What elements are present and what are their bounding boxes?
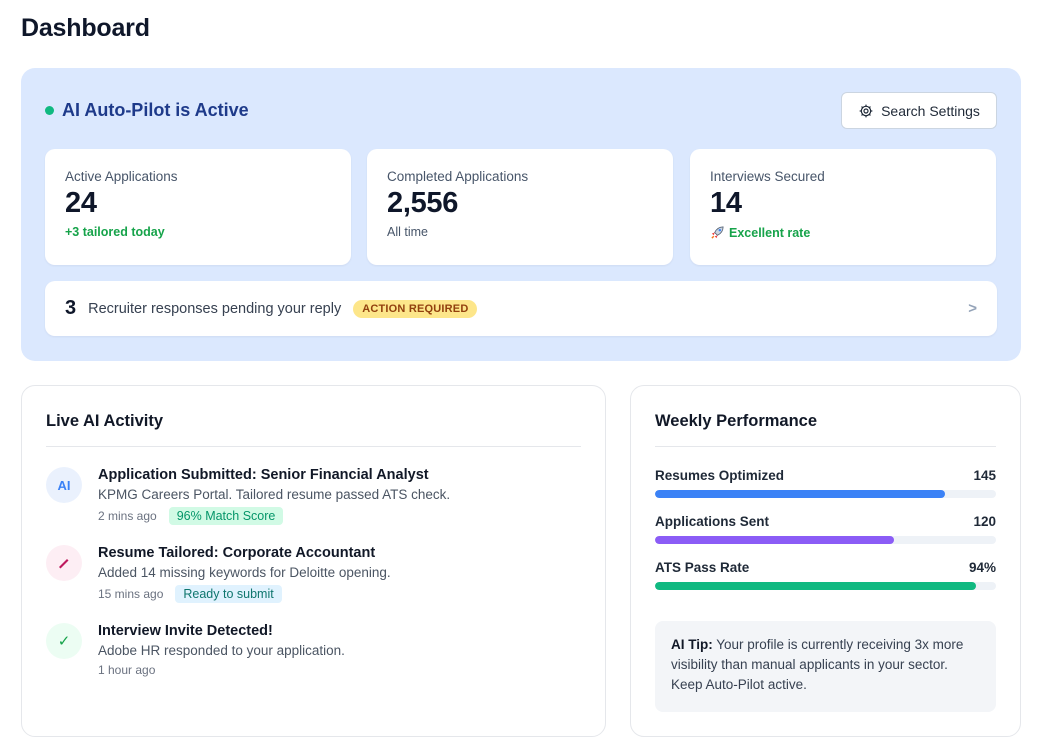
autopilot-status: AI Auto-Pilot is Active — [45, 100, 249, 121]
metric-label: ATS Pass Rate — [655, 560, 750, 575]
progress-track — [655, 582, 996, 590]
progress-track — [655, 490, 996, 498]
match-score-badge: 96% Match Score — [168, 507, 284, 525]
stat-card-completed-applications: Completed Applications 2,556 All time — [367, 149, 673, 265]
metric-label: Resumes Optimized — [655, 468, 785, 483]
ai-icon: AI — [46, 467, 82, 503]
ready-badge: Ready to submit — [175, 585, 282, 603]
activity-time: 2 mins ago — [98, 509, 157, 523]
metric-value: 120 — [973, 514, 996, 529]
activity-title: Application Submitted: Senior Financial … — [98, 467, 429, 483]
stat-value: 2,556 — [387, 187, 459, 219]
stat-label: Completed Applications — [387, 169, 529, 184]
activity-title: Resume Tailored: Corporate Accountant — [98, 545, 376, 561]
stat-card-interviews-secured: Interviews Secured 14 Excellent rate — [690, 149, 996, 265]
divider — [655, 446, 996, 447]
pending-count: 3 — [65, 297, 77, 319]
ai-tip-box: AI Tip: Your profile is currently receiv… — [655, 621, 996, 712]
search-settings-label: Search Settings — [881, 102, 980, 119]
search-settings-button[interactable]: Search Settings — [841, 92, 997, 129]
metric-value: 94% — [968, 560, 996, 575]
metric-label: Applications Sent — [655, 514, 770, 529]
activity-desc: Added 14 missing keywords for Deloitte o… — [98, 565, 391, 580]
activity-title: Interview Invite Detected! — [98, 623, 273, 639]
action-required-badge: ACTION REQUIRED — [353, 299, 478, 318]
stat-sub: All time — [387, 225, 428, 239]
page-title: Dashboard — [21, 14, 150, 42]
pending-responses-banner[interactable]: 3 Recruiter responses pending your reply… — [45, 281, 997, 336]
stat-sub: Excellent rate — [710, 225, 976, 240]
card-title: Live AI Activity — [46, 412, 164, 430]
progress-fill — [655, 582, 976, 590]
activity-desc: KPMG Careers Portal. Tailored resume pas… — [98, 487, 451, 502]
stat-label: Interviews Secured — [710, 169, 825, 184]
stat-label: Active Applications — [65, 169, 178, 184]
pencil-icon — [46, 545, 82, 581]
progress-fill — [655, 490, 945, 498]
metric-value: 145 — [973, 468, 996, 483]
activity-time: 15 mins ago — [98, 587, 164, 601]
tip-label: AI Tip: — [671, 637, 713, 652]
card-title: Weekly Performance — [655, 412, 818, 430]
stat-value: 14 — [710, 187, 742, 219]
pending-text: Recruiter responses pending your reply — [88, 300, 342, 317]
activity-desc: Adobe HR responded to your application. — [98, 643, 345, 658]
metric-applications-sent: Applications Sent 120 — [655, 514, 996, 544]
autopilot-panel: AI Auto-Pilot is Active Search Settings … — [21, 68, 1021, 361]
stat-card-active-applications: Active Applications 24 +3 tailored today — [45, 149, 351, 265]
progress-track — [655, 536, 996, 544]
status-dot-icon — [45, 106, 54, 115]
live-activity-card: Live AI Activity AI Application Submitte… — [21, 385, 606, 737]
weekly-performance-card: Weekly Performance Resumes Optimized 145… — [630, 385, 1021, 737]
stat-sub: +3 tailored today — [65, 225, 165, 239]
check-icon: ✓ — [46, 623, 82, 659]
chevron-right-icon[interactable]: > — [968, 300, 977, 317]
activity-time: 1 hour ago — [98, 663, 156, 677]
stat-value: 24 — [65, 187, 97, 219]
progress-fill — [655, 536, 894, 544]
rocket-icon — [711, 226, 724, 239]
divider — [46, 446, 581, 447]
metric-resumes-optimized: Resumes Optimized 145 — [655, 468, 996, 498]
tip-text: Your profile is currently receiving 3x m… — [671, 637, 964, 692]
metric-ats-pass-rate: ATS Pass Rate 94% — [655, 560, 996, 590]
gear-icon — [859, 104, 873, 117]
autopilot-status-text: AI Auto-Pilot is Active — [62, 100, 249, 120]
